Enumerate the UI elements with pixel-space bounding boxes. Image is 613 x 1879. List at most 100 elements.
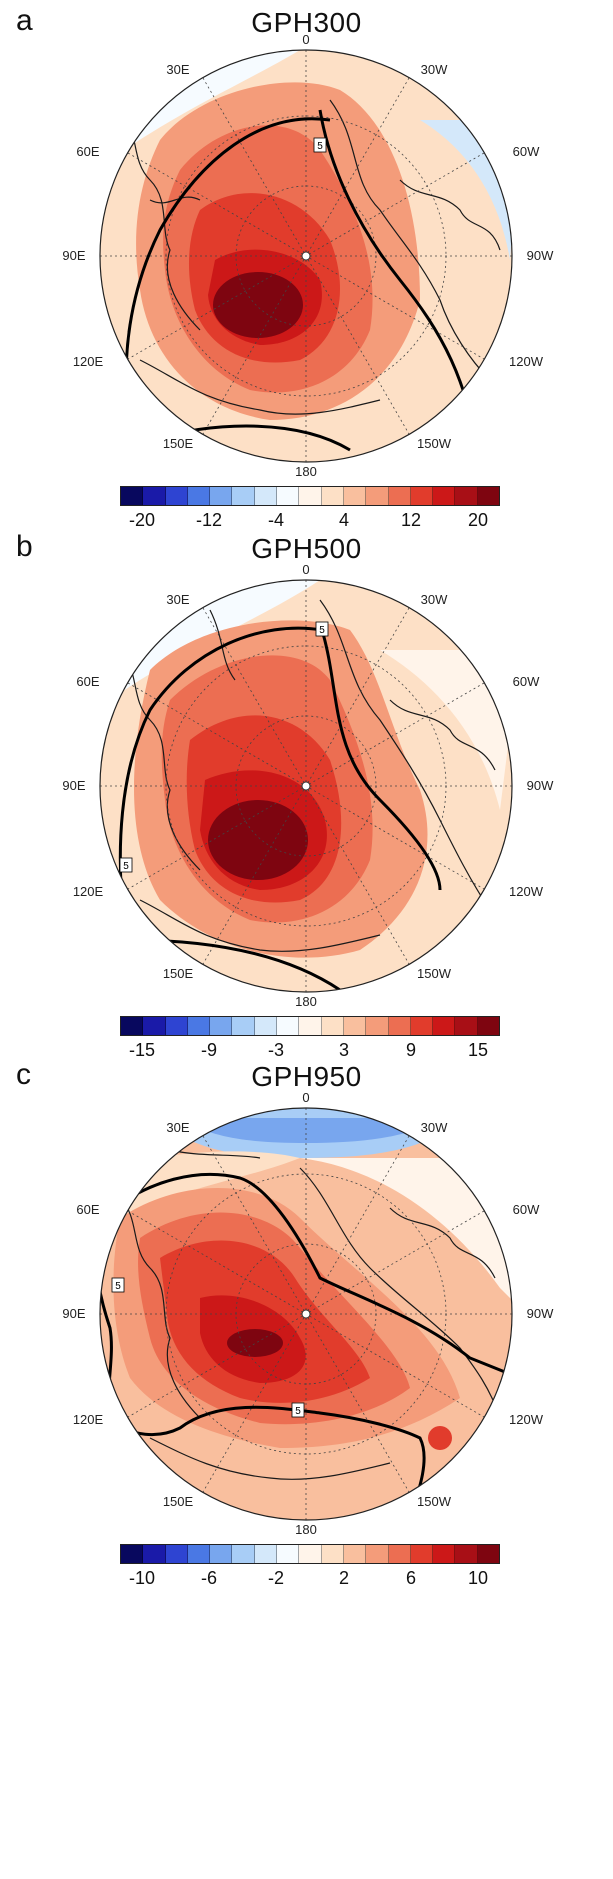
colorbar-tick: 12 [400,510,422,530]
lon-label-60w: 60W [513,674,540,689]
colorbar-swatch [143,1545,166,1563]
colorbar-swatch [121,1545,144,1563]
colorbar-swatch [433,487,456,505]
lon-label-90e: 90E [62,778,85,793]
colorbar-tick: 9 [405,1040,417,1060]
contour-label-box [291,1402,305,1418]
lon-label-60e: 60E [76,144,99,159]
colorbar-swatch [388,1545,411,1563]
lon-label-90e: 90E [62,248,85,263]
colorbar-tick: 15 [467,1040,489,1060]
colorbar-swatch [366,1017,389,1035]
contour-label: 5 [295,1406,301,1417]
colorbar-swatch [343,1545,367,1563]
colorbar-swatch [187,1017,211,1035]
lon-label-30e: 30E [166,62,189,77]
colorbar-swatch [388,1017,411,1035]
panel-letter: a [16,4,33,37]
light-anomaly-region [300,1158,512,1308]
colorbar-swatches [120,486,500,506]
lon-label-120e: 120E [73,884,104,899]
map-boundary [99,1107,513,1521]
lon-label-150w: 150W [417,966,452,981]
lon-label-60e: 60E [76,674,99,689]
contour-label: 5 [115,1281,121,1292]
blue-anomaly-region [180,1118,440,1143]
colorbar-swatch [410,487,434,505]
anomaly-hotspot [428,1426,452,1450]
colorbar-swatch [477,487,500,505]
colorbar-tick: -2 [267,1568,285,1588]
colorbar-tick: 10 [467,1568,489,1588]
panel-letter: b [16,530,33,563]
lon-label-150e: 150E [163,1494,194,1509]
colorbar-swatch [321,487,344,505]
lon-label-30w: 30W [421,62,448,77]
colorbar-swatch [343,487,367,505]
colorbar-swatch [433,1017,456,1035]
polar-map-c: 5 5 0 30E 30W 60E 60W 90E 90W 120E 120W … [62,1090,554,1537]
colorbar-swatch [299,1017,322,1035]
lon-label-120w: 120W [509,354,544,369]
colorbar-tick: -12 [195,510,223,530]
light-anomaly-region [380,650,512,810]
contour-label-box [113,357,127,373]
colorbar-swatch [299,1545,322,1563]
lon-label-30w: 30W [421,1120,448,1135]
lon-label-180: 180 [295,994,317,1009]
colorbar-swatch [254,1545,278,1563]
colorbar-swatch [143,487,166,505]
lon-label-120w: 120W [509,1412,544,1427]
anomaly-contour-line [320,629,442,891]
north-pole-marker [301,781,311,791]
lon-label-30e: 30E [166,592,189,607]
lon-label-0: 0 [302,32,309,47]
colorbar-swatch [455,1017,478,1035]
anomaly-core [227,1329,283,1357]
map-boundary [99,579,513,993]
lon-label-0: 0 [302,1090,309,1105]
colorbar-swatch [477,1545,500,1563]
colorbar-tick: -3 [267,1040,285,1060]
lon-label-120e: 120E [73,354,104,369]
colorbar-swatch [187,487,211,505]
colorbar-swatch [254,1017,278,1035]
lon-label-90w: 90W [527,1306,554,1321]
north-pole-marker [301,251,311,261]
panel-letter: c [16,1058,31,1091]
contour-label: 5 [123,861,129,872]
lon-label-120w: 120W [509,884,544,899]
contour-label-box [119,857,133,873]
colorbar-tick: -9 [200,1040,218,1060]
colorbar-tick: 3 [338,1040,350,1060]
anomaly-core [213,272,303,338]
colorbar-tick: -20 [128,510,156,530]
panel-title: GPH950 [251,1061,362,1092]
lon-label-120e: 120E [73,1412,104,1427]
colorbar-swatch [277,487,300,505]
colorbar-swatch [366,1545,389,1563]
colorbar-tick: 2 [338,1568,350,1588]
lon-label-30e: 30E [166,1120,189,1135]
colorbar-swatch [210,1017,233,1035]
lon-label-150w: 150W [417,436,452,451]
lon-label-150e: 150E [163,436,194,451]
contour-label-box [315,621,329,637]
colorbar-swatch [232,1545,255,1563]
lon-label-0: 0 [302,562,309,577]
colorbar-swatch [455,1545,478,1563]
lon-label-150w: 150W [417,1494,452,1509]
lon-label-90e: 90E [62,1306,85,1321]
colorbar-swatch [210,487,233,505]
colorbar-tick: 20 [467,510,489,530]
colorbar-swatch [187,1545,211,1563]
colorbar-swatch [121,487,144,505]
lon-label-90w: 90W [527,248,554,263]
lon-label-180: 180 [295,1522,317,1537]
colorbar-swatch [410,1545,434,1563]
colorbar-swatch [477,1017,500,1035]
anomaly-contour-line [100,1172,512,1380]
polar-map-b: 5 5 0 30E 30W 60E 60W 90E 90W 120E 120W … [62,562,554,1009]
lon-label-150e: 150E [163,966,194,981]
colorbar-tick: -15 [128,1040,156,1060]
